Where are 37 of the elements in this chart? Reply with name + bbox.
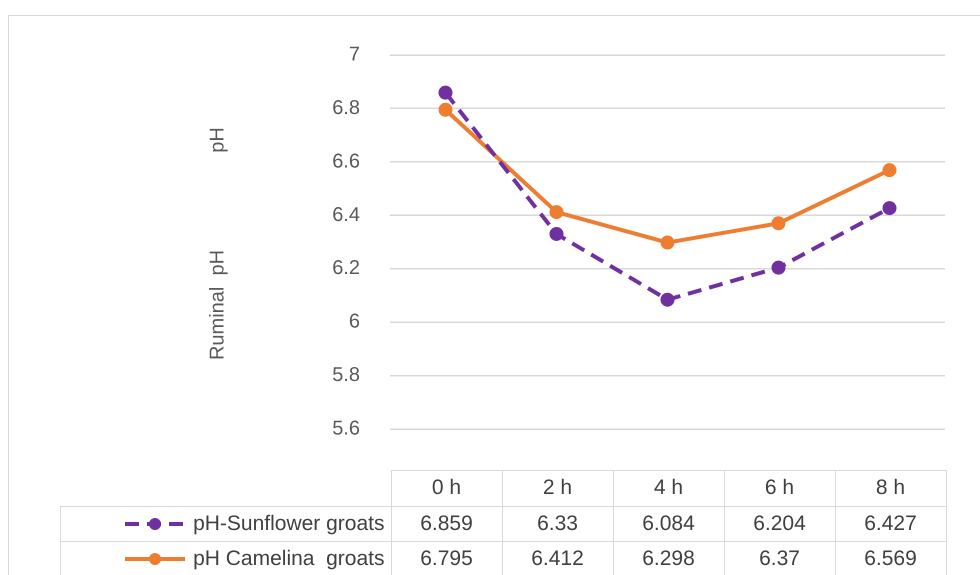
data-label: 6.569 bbox=[835, 541, 946, 575]
legend-label: pH Camelina groats bbox=[193, 546, 384, 570]
x-tick-label: 2 h bbox=[502, 470, 613, 506]
point bbox=[550, 205, 564, 220]
y-tick-label: 6.8 bbox=[332, 96, 360, 119]
data-label: 6.33 bbox=[502, 506, 613, 541]
point bbox=[772, 216, 786, 230]
text: Ruminal pH bbox=[206, 250, 229, 360]
data-label: 6.204 bbox=[724, 506, 835, 541]
point bbox=[882, 163, 896, 178]
x-tick-label: 4 h bbox=[613, 470, 724, 506]
y-tick-label: 6.4 bbox=[332, 204, 360, 226]
legend-label: pH-Sunflower groats bbox=[193, 512, 384, 534]
point bbox=[660, 236, 674, 250]
point bbox=[438, 102, 452, 117]
point bbox=[772, 260, 786, 275]
y-tick-label: 5.8 bbox=[332, 364, 360, 386]
point bbox=[660, 292, 674, 307]
x-tick-label: 8 h bbox=[835, 470, 946, 506]
x-tick-label: 6 h bbox=[724, 470, 835, 506]
data-label: 6.084 bbox=[613, 506, 724, 541]
y-tick-label: 6.2 bbox=[332, 257, 360, 280]
y-tick-label: 6 bbox=[348, 310, 360, 333]
data-label: 6.298 bbox=[613, 541, 724, 575]
data-label: 6.427 bbox=[835, 506, 946, 541]
data-label: 6.859 bbox=[391, 506, 502, 541]
data-label: 6.412 bbox=[502, 541, 613, 575]
y-tick-label: 5.6 bbox=[332, 418, 360, 440]
text: pH bbox=[206, 127, 229, 153]
data-label: 6.795 bbox=[391, 541, 502, 575]
point bbox=[550, 226, 564, 241]
point bbox=[882, 201, 896, 216]
y-tick-label: 7 bbox=[348, 44, 360, 66]
data-label: 6.37 bbox=[724, 541, 835, 575]
x-tick-label: 0 h bbox=[391, 470, 502, 506]
point bbox=[438, 86, 452, 100]
y-tick-label: 6.6 bbox=[332, 150, 360, 172]
